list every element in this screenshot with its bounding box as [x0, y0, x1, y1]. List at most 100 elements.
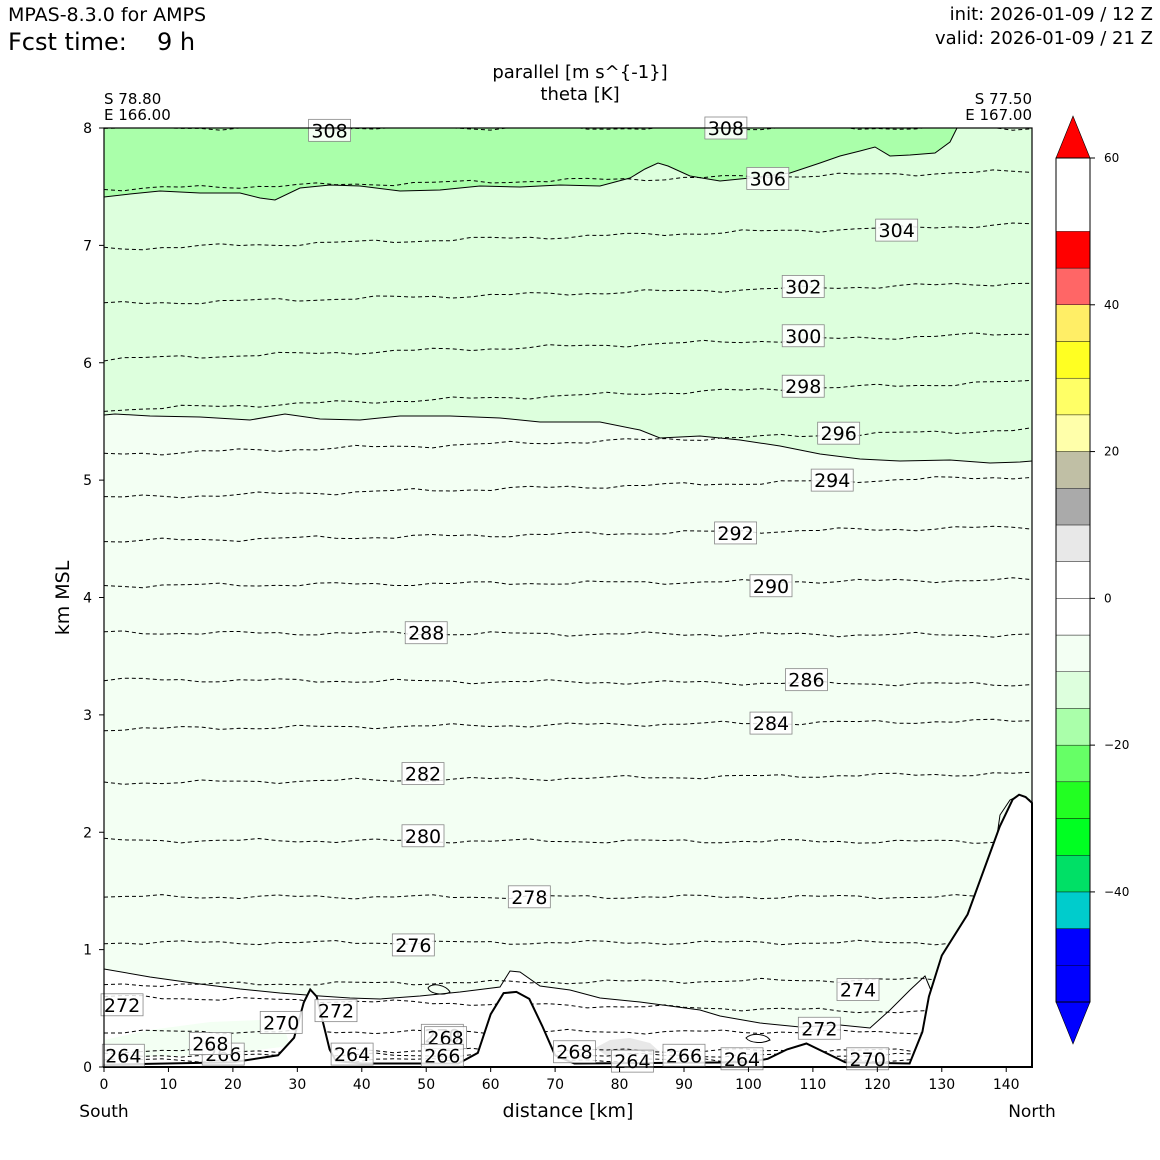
- colorbar-band-1: [1055, 928, 1091, 966]
- colorbar-band-12: [1055, 524, 1091, 562]
- theta-label-270: 270: [263, 1012, 299, 1034]
- colorbar-under-arrow: [1055, 1001, 1091, 1045]
- theta-label-290: 290: [753, 576, 789, 598]
- y-tick-label-3: 3: [83, 708, 92, 724]
- x-tick-label-30: 30: [288, 1077, 306, 1093]
- colorbar-band-8: [1055, 671, 1091, 709]
- theta-label-300: 300: [785, 326, 821, 348]
- theta-label-extra-7: 266: [666, 1045, 702, 1067]
- theta-label-280-box: [401, 824, 445, 848]
- colorbar-band-4: [1055, 818, 1091, 856]
- theta-label-274-box: [836, 978, 880, 1001]
- model-title: MPAS-8.3.0 for AMPS: [8, 4, 207, 26]
- theta-label-278-box: [507, 885, 551, 909]
- colorbar-tick-label-0: 0: [1104, 591, 1112, 605]
- theta-label-298-box: [781, 374, 825, 398]
- y-tick-label-4: 4: [83, 591, 92, 607]
- theta-contour-274: [104, 976, 1032, 987]
- x-tick-label-50: 50: [417, 1077, 435, 1093]
- parallel-wind-shading: [104, 128, 1032, 1067]
- theta-contour-286: [104, 677, 1032, 687]
- x-tick-label-40: 40: [353, 1077, 371, 1093]
- theta-contour-306: [104, 169, 1032, 192]
- theta-label-304: 304: [879, 220, 915, 242]
- x-left-direction: South: [79, 1102, 128, 1122]
- colorbar-band-14: [1055, 451, 1091, 489]
- theta-contour-292: [104, 525, 1032, 543]
- x-tick-label-80: 80: [611, 1077, 629, 1093]
- colorbar-tick-label-40: 40: [1104, 298, 1119, 312]
- theta-label-extra-10-box: [846, 1047, 890, 1071]
- colorbar-band-11: [1055, 561, 1091, 599]
- theta-label-264-box: [101, 1043, 145, 1067]
- theta-contour-272: [104, 994, 1032, 1017]
- theta-label-308-box: [308, 118, 351, 142]
- theta-label-extra-5-box: [553, 1040, 596, 1064]
- forecast-time-label: Fcst time:: [8, 28, 127, 56]
- start-lat: S 78.80: [104, 90, 161, 108]
- x-tick-label-60: 60: [482, 1077, 500, 1093]
- theta-contour-280: [104, 837, 1032, 844]
- theta-label-284: 284: [753, 713, 789, 735]
- colorbar: 60 40 20 0 −20 −40: [1055, 115, 1129, 1045]
- theta-label-286-box: [785, 668, 828, 692]
- end-lat: S 77.50: [975, 90, 1032, 108]
- y-axis: 0 1 2 3 4 5 6 7 8: [83, 121, 104, 1076]
- colorbar-band-16: [1055, 377, 1091, 416]
- theta-label-270-box: [259, 1010, 303, 1034]
- colorbar-band-0: [1055, 965, 1091, 1003]
- colorbar-band-17: [1055, 341, 1091, 379]
- theta-label-extra-4: 264: [334, 1044, 370, 1066]
- theta-contour-300: [104, 332, 1032, 362]
- theta-label-extra-5: 268: [556, 1042, 592, 1064]
- colorbar-band-19: [1055, 267, 1091, 305]
- end-lon: E 167.00: [965, 106, 1032, 124]
- theta-label-292: 292: [717, 523, 753, 545]
- x-tick-label-140: 140: [993, 1077, 1020, 1093]
- theta-contour-270: [104, 1028, 1032, 1035]
- theta-contour-282: [104, 771, 1032, 785]
- theta-label-278: 278: [511, 887, 547, 909]
- theta-label-268-box: [188, 1032, 232, 1055]
- fill-boundary-small-2: [745, 1033, 771, 1043]
- chart-title-line1: parallel [m s^{-1}]: [492, 62, 667, 83]
- theta-label-extra-11: 308: [708, 118, 744, 140]
- theta-label-276: 276: [395, 935, 431, 957]
- x-tick-label-90: 90: [675, 1077, 693, 1093]
- fill-boundary-middle: [104, 413, 1032, 464]
- theta-contour-296: [104, 427, 1032, 456]
- theta-contour-298: [104, 379, 1032, 412]
- theta-contour-278: [104, 894, 1032, 900]
- y-tick-label-6: 6: [83, 356, 92, 372]
- theta-label-extra-0: 272: [318, 1001, 354, 1023]
- theta-label-296-box: [817, 421, 861, 445]
- theta-label-extra-9: 272: [801, 1018, 837, 1040]
- theta-contour-276: [104, 939, 1032, 946]
- y-axis-label: km MSL: [52, 560, 74, 635]
- x-tick-label-120: 120: [864, 1077, 891, 1093]
- theta-label-extra-10: 270: [850, 1049, 886, 1071]
- colorbar-over-arrow: [1055, 115, 1091, 159]
- x-tick-label-130: 130: [928, 1077, 955, 1093]
- x-tick-label-100: 100: [735, 1077, 762, 1093]
- valid-time: valid: 2026-01-09 / 21 Z: [935, 28, 1153, 49]
- fill-boundary-lower: [104, 968, 936, 1029]
- colorbar-band-18: [1055, 304, 1091, 342]
- y-tick-label-7: 7: [83, 238, 92, 254]
- chart-title-line2: theta [K]: [540, 84, 619, 105]
- theta-label-extra-7-box: [662, 1043, 706, 1067]
- x-axis: 0 10 20 30 40 50 60 70 80 90 100 110 120 130 140: [100, 1067, 1020, 1093]
- theta-label-282: 282: [405, 764, 441, 786]
- theta-label-288-box: [404, 621, 448, 645]
- x-tick-label-0: 0: [100, 1077, 109, 1093]
- theta-label-306: 306: [750, 168, 786, 190]
- theta-contour-304: [104, 222, 1032, 251]
- colorbar-band-2: [1055, 891, 1091, 929]
- theta-label-extra-8-box: [720, 1047, 764, 1071]
- theta-label-290-box: [749, 574, 793, 598]
- theta-label-308: 308: [311, 120, 347, 142]
- theta-label-284-box: [749, 711, 793, 735]
- theta-label-272-box: [100, 993, 144, 1017]
- theta-label-282-box: [401, 762, 445, 785]
